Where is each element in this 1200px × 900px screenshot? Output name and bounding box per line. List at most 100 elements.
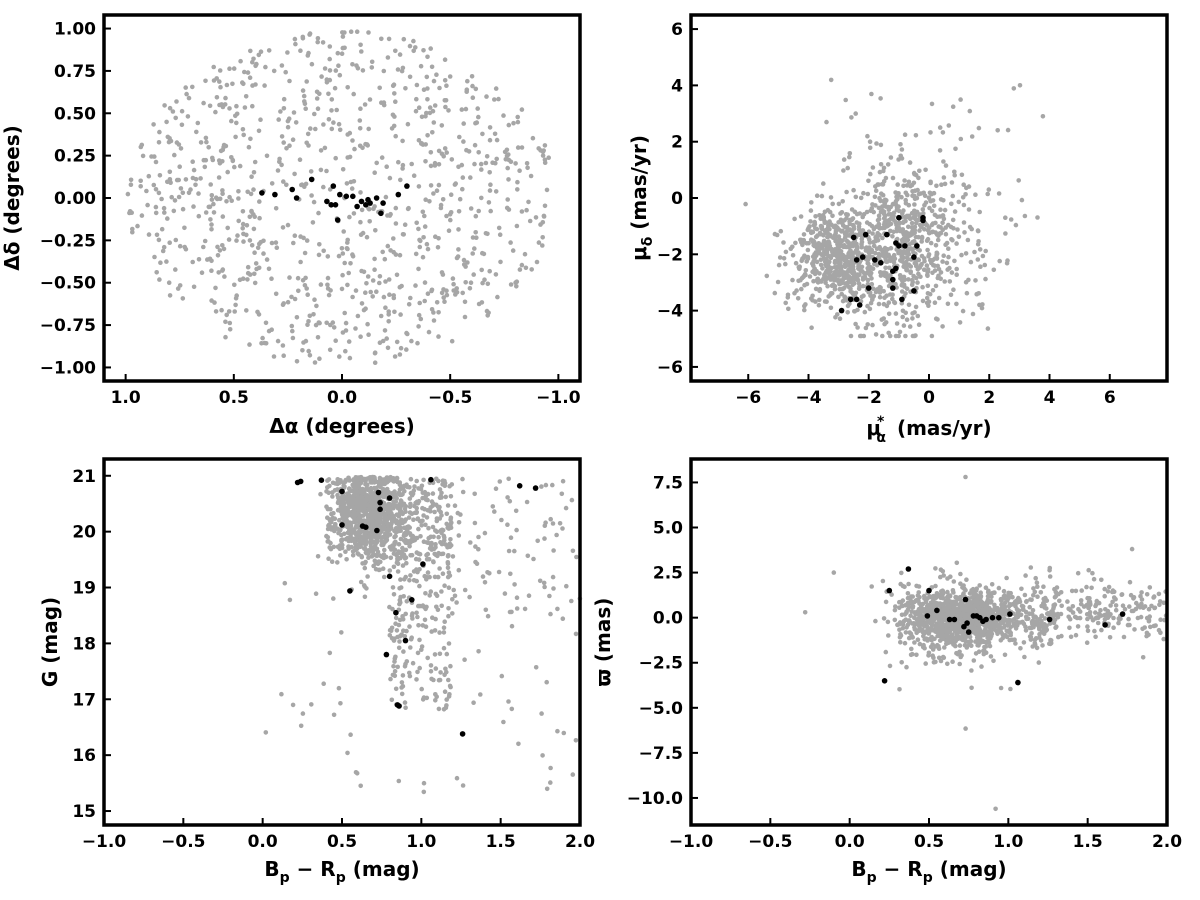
- pm-field-star: [934, 255, 940, 261]
- pm-field-star: [800, 255, 806, 261]
- sky-field-star: [468, 280, 474, 286]
- sky-field-star: [340, 167, 346, 172]
- cmd-field-star: [380, 526, 385, 531]
- sky-field-star: [280, 225, 286, 230]
- pm-member-star: [847, 296, 854, 303]
- sky-field-star: [454, 286, 460, 291]
- sky-field-star: [227, 106, 232, 111]
- pm-field-star: [818, 245, 823, 250]
- cmd-field-star: [418, 486, 424, 492]
- pm-field-star: [925, 247, 930, 253]
- pm-field-star: [857, 284, 862, 290]
- sky-field-star: [386, 319, 392, 324]
- sky-field-star: [229, 118, 234, 124]
- cmd-field-star: [436, 534, 441, 540]
- cmd-field-star: [397, 522, 402, 528]
- cmd-field-star: [434, 476, 439, 482]
- plx-field-star: [927, 594, 933, 599]
- sky-member-star: [380, 200, 386, 206]
- sky-field-star: [538, 148, 543, 153]
- cmd-field-star: [427, 593, 433, 598]
- sky-field-star: [300, 88, 306, 93]
- cmd-field-star: [364, 485, 370, 491]
- sky-field-star: [247, 75, 253, 80]
- sky-field-star: [483, 160, 489, 166]
- sky-field-star: [159, 196, 164, 202]
- pm-field-star: [863, 325, 869, 331]
- cmd-field-star: [391, 664, 396, 669]
- cmd-field-star: [446, 694, 452, 699]
- sky-field-star: [422, 224, 428, 229]
- pm-field-star: [871, 243, 877, 249]
- pm-field-star: [899, 259, 905, 264]
- cmd-field-star: [282, 580, 288, 586]
- plx-field-star: [915, 637, 921, 642]
- pm-field-star: [844, 225, 849, 230]
- pm-member-star: [902, 243, 908, 249]
- cmd-field-star: [414, 510, 419, 516]
- plx-field-star: [1068, 634, 1074, 640]
- sky-field-star: [220, 214, 226, 219]
- plx-field-star: [1129, 608, 1135, 614]
- pm-x-tick-label: −6: [735, 388, 761, 408]
- pm-field-star: [941, 253, 946, 258]
- cmd-field-star: [410, 616, 415, 621]
- sky-field-star: [318, 282, 324, 287]
- sky-field-star: [162, 210, 167, 215]
- sky-field-star: [416, 184, 422, 189]
- pm-field-star: [883, 249, 888, 255]
- sky-field-star: [394, 272, 400, 278]
- pm-field-star: [982, 262, 988, 268]
- pm-field-star: [842, 281, 848, 286]
- sky-field-star: [312, 111, 317, 117]
- sky-field-star: [474, 235, 479, 240]
- sky-field-star: [223, 143, 229, 149]
- sky-field-star: [219, 102, 224, 107]
- pm-field-star: [928, 198, 933, 203]
- sky-field-star: [428, 150, 434, 155]
- sky-field-star: [167, 293, 173, 298]
- sky-field-star: [369, 65, 375, 70]
- sky-field-star: [337, 72, 343, 78]
- sky-field-star: [275, 168, 281, 173]
- cmd-field-star: [455, 510, 461, 516]
- cmd-field-star: [432, 509, 437, 515]
- sky-field-star: [515, 114, 520, 120]
- sky-field-star: [345, 282, 350, 288]
- sky-field-star: [314, 96, 320, 101]
- sky-field-star: [371, 206, 376, 211]
- cmd-field-star: [414, 505, 420, 511]
- pm-field-star: [801, 232, 807, 237]
- sky-field-star: [525, 165, 530, 171]
- pm-field-star: [848, 241, 853, 246]
- pm-member-star: [890, 285, 896, 291]
- plx-field-star: [969, 668, 974, 673]
- sky-field-star: [281, 106, 287, 111]
- cmd-field-star: [387, 604, 392, 610]
- sky-field-star: [336, 253, 342, 259]
- sky-field-star: [413, 283, 418, 288]
- cmd-field-star: [415, 569, 420, 575]
- pm-field-star: [937, 125, 943, 130]
- sky-field-star: [247, 238, 253, 243]
- cmd-field-star: [371, 507, 377, 513]
- pm-field-star: [828, 254, 833, 259]
- sky-field-star: [513, 161, 518, 166]
- sky-field-star: [293, 41, 298, 47]
- cmd-field-star: [550, 482, 555, 488]
- sky-field-star: [153, 187, 159, 192]
- plx-field-star: [1000, 631, 1005, 637]
- pm-field-star: [901, 249, 906, 254]
- cmd-x-label-main: B: [264, 857, 279, 881]
- sky-field-star: [224, 82, 230, 88]
- sky-field-star: [492, 131, 498, 137]
- sky-field-star: [390, 83, 396, 89]
- pm-field-star: [814, 193, 820, 198]
- plx-field-star: [1037, 626, 1042, 632]
- pm-field-star: [973, 278, 978, 283]
- pm-field-star: [945, 267, 950, 272]
- plx-field-star: [933, 566, 938, 571]
- cmd-field-star: [381, 500, 387, 506]
- cmd-field-star: [454, 775, 460, 781]
- sky-field-star: [421, 48, 426, 53]
